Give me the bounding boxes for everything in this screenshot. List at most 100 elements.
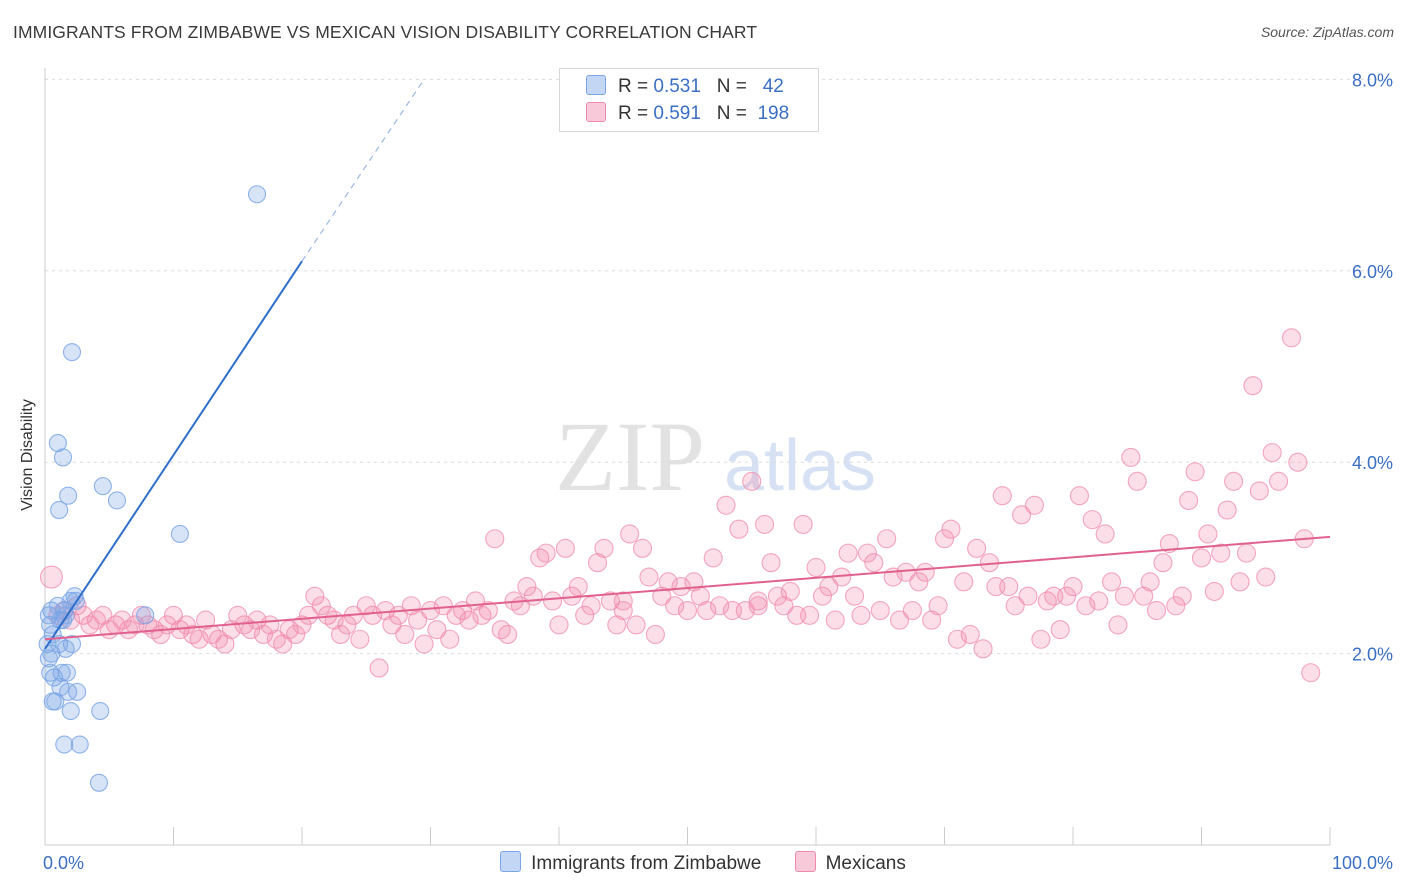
data-point-mexicans (703, 548, 723, 568)
data-point-mexicans (748, 591, 768, 611)
series-legend-zimbabwe[interactable]: Immigrants from Zimbabwe (500, 851, 761, 875)
data-point-zimbabwe (59, 486, 78, 505)
series-legend-mexicans[interactable]: Mexicans (794, 851, 906, 875)
data-point-mexicans (1102, 572, 1122, 592)
data-point-mexicans (1134, 586, 1154, 606)
data-point-zimbabwe (62, 343, 82, 362)
y-axis-label: Vision Disability (19, 399, 36, 511)
data-point-mexicans (163, 605, 184, 625)
data-point-mexicans (247, 610, 267, 630)
x-tick-label: 100.0% (1332, 853, 1393, 873)
data-point-zimbabwe (89, 773, 109, 792)
data-point-mexicans (112, 610, 132, 630)
data-point-zimbabwe (43, 692, 62, 711)
data-point-mexicans (196, 610, 216, 630)
data-point-mexicans (626, 615, 646, 635)
data-point-zimbabwe (62, 634, 82, 654)
data-point-zimbabwe (48, 434, 67, 453)
data-point-mexicans (459, 610, 479, 630)
data-point-mexicans (253, 624, 274, 645)
data-point-mexicans (241, 620, 261, 640)
data-point-mexicans (755, 514, 775, 534)
data-point-mexicans (1005, 596, 1025, 616)
data-point-mexicans (1249, 481, 1269, 501)
data-point-mexicans (1191, 548, 1212, 568)
data-point-mexicans (1050, 620, 1070, 640)
data-point-mexicans (555, 538, 575, 558)
series-swatch-mexicans (794, 851, 816, 872)
data-point-zimbabwe (170, 524, 189, 544)
data-point-zimbabwe (61, 701, 80, 721)
data-point-zimbabwe (50, 500, 69, 520)
legend-r-value: 0.591 (653, 103, 701, 124)
data-point-mexicans (613, 600, 633, 621)
data-point-mexicans (652, 586, 672, 606)
data-point-mexicans (902, 600, 922, 621)
data-point-mexicans (1166, 596, 1186, 616)
data-point-mexicans (761, 553, 781, 573)
data-point-mexicans (427, 620, 447, 640)
data-point-mexicans (1281, 328, 1301, 348)
data-point-mexicans (176, 615, 196, 635)
data-point-mexicans (658, 572, 678, 592)
axes (44, 68, 1331, 846)
data-point-mexicans (408, 610, 428, 630)
data-point-mexicans (517, 577, 537, 597)
data-point-mexicans (286, 624, 306, 645)
data-point-mexicans (922, 610, 942, 630)
legend-r-label: R = (618, 103, 649, 124)
data-point-mexicans (710, 596, 730, 616)
data-point-zimbabwe (107, 491, 127, 510)
data-point-mexicans (1256, 567, 1276, 587)
data-point-zimbabwe (57, 663, 76, 682)
data-point-mexicans (1211, 543, 1231, 563)
data-point-mexicans (363, 605, 383, 625)
data-point-mexicans (273, 634, 293, 654)
x-tick-label: 0.0% (43, 853, 84, 873)
data-point-mexicans (1179, 490, 1199, 511)
data-point-mexicans (1024, 495, 1044, 515)
data-point-mexicans (999, 577, 1019, 597)
data-point-mexicans (947, 629, 967, 649)
data-point-mexicans (973, 639, 993, 659)
trend-line-zimbabwe-extension (301, 79, 425, 262)
data-point-mexicans (960, 624, 980, 645)
data-point-zimbabwe (247, 185, 267, 204)
data-point-zimbabwe (55, 735, 74, 754)
watermark-zip: ZIP (555, 401, 705, 512)
data-point-mexicans (433, 596, 453, 616)
data-point-mexicans (735, 600, 755, 621)
data-point-mexicans (1018, 586, 1038, 606)
data-point-mexicans (189, 629, 209, 649)
legend-n-value: 42 (762, 76, 784, 97)
data-point-mexicans (305, 586, 325, 606)
data-point-mexicans (774, 596, 794, 616)
legend-n-label: N = (716, 103, 747, 124)
data-point-mexicans (549, 615, 569, 635)
data-point-mexicans (1063, 577, 1083, 597)
data-point-mexicans (1153, 553, 1173, 573)
data-point-mexicans (414, 634, 434, 654)
data-point-mexicans (838, 543, 858, 563)
data-point-mexicans (1172, 586, 1192, 606)
data-point-mexicans (587, 553, 608, 573)
data-point-mexicans (1204, 581, 1224, 601)
legend-r-label: R = (618, 76, 649, 97)
watermark-atlas: atlas (724, 426, 876, 506)
data-point-zimbabwe (136, 606, 155, 625)
data-point-mexicans (1301, 663, 1321, 683)
data-point-mexicans (992, 486, 1012, 506)
data-point-mexicans (1262, 443, 1282, 463)
data-point-mexicans (330, 624, 351, 645)
data-point-mexicans (928, 596, 948, 616)
data-point-mexicans (350, 629, 370, 649)
data-point-zimbabwe (70, 735, 89, 754)
data-point-mexicans (369, 658, 389, 678)
data-point-mexicans (420, 600, 441, 621)
data-point-mexicans (1146, 600, 1167, 621)
series-label-zimbabwe: Immigrants from Zimbabwe (531, 853, 762, 874)
data-point-mexicans (967, 538, 987, 558)
data-point-mexicans (812, 586, 832, 606)
data-point-mexicans (889, 610, 910, 630)
